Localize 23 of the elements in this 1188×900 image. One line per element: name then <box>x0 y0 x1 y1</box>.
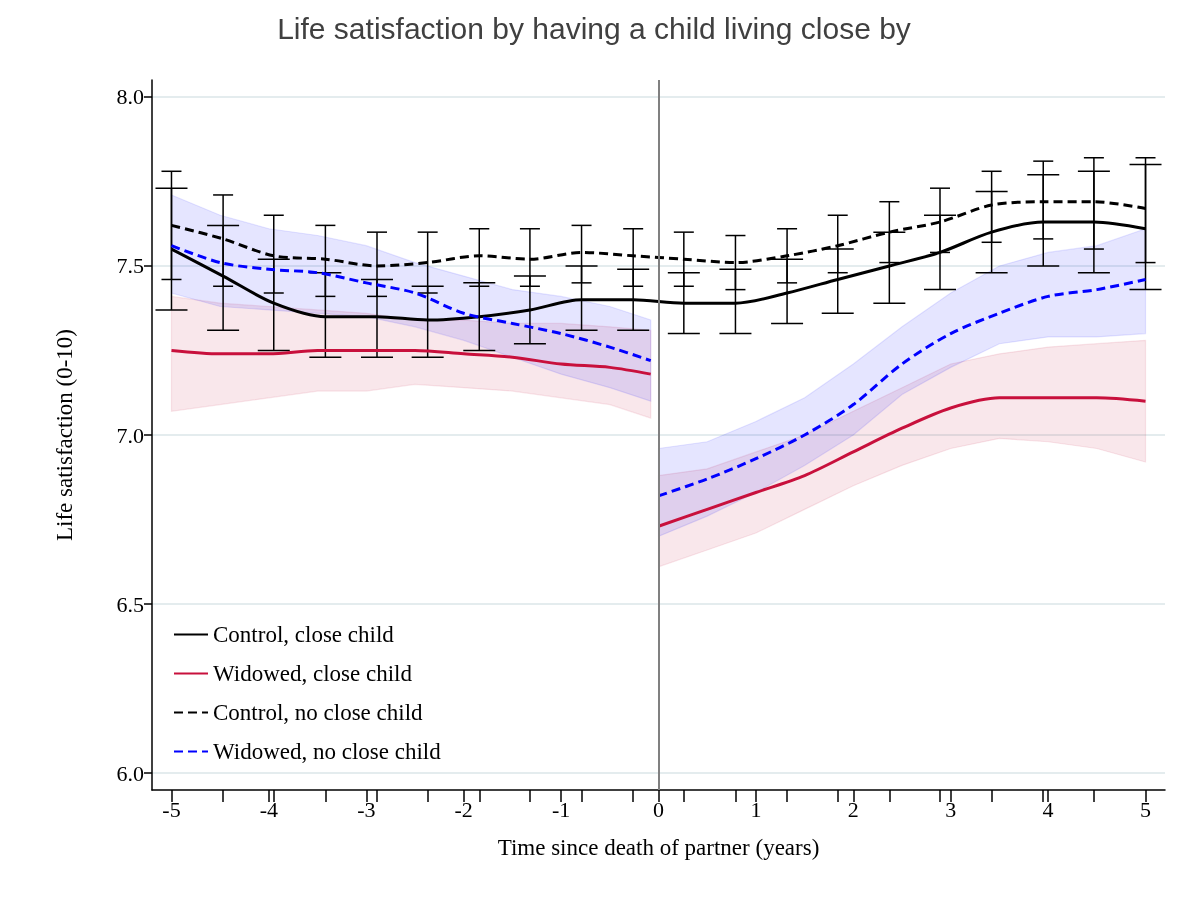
y-axis-title: Life satisfaction (0-10) <box>52 328 77 542</box>
x-tick-label: 2 <box>847 796 859 822</box>
legend-label: Widowed, no close child <box>213 739 442 764</box>
x-tick-label: 5 <box>1140 796 1152 822</box>
x-tick-label: 4 <box>1042 796 1054 822</box>
x-axis-title: Time since death of partner (years) <box>497 835 820 860</box>
chart-title: Life satisfaction by having a child living close by <box>277 11 911 45</box>
y-tick-label: 7.0 <box>116 422 144 448</box>
x-tick-label: -4 <box>259 796 279 822</box>
legend-label: Control, no close child <box>213 700 424 725</box>
x-tick-label: -2 <box>454 796 473 822</box>
y-tick-label: 8.0 <box>116 84 144 110</box>
y-tick-label: 7.5 <box>116 253 144 279</box>
legend-label: Widowed, close child <box>213 661 413 686</box>
x-tick-label: 0 <box>653 796 664 822</box>
x-tick-label: 1 <box>750 796 762 822</box>
legend-label: Control, close child <box>213 622 395 647</box>
y-tick-label: 6.5 <box>116 591 144 617</box>
y-tick-label: 6.0 <box>116 760 144 786</box>
x-tick-label: -5 <box>162 796 181 822</box>
x-tick-label: -3 <box>357 796 376 822</box>
x-tick-label: -1 <box>551 796 571 822</box>
x-tick-label: 3 <box>945 796 957 822</box>
